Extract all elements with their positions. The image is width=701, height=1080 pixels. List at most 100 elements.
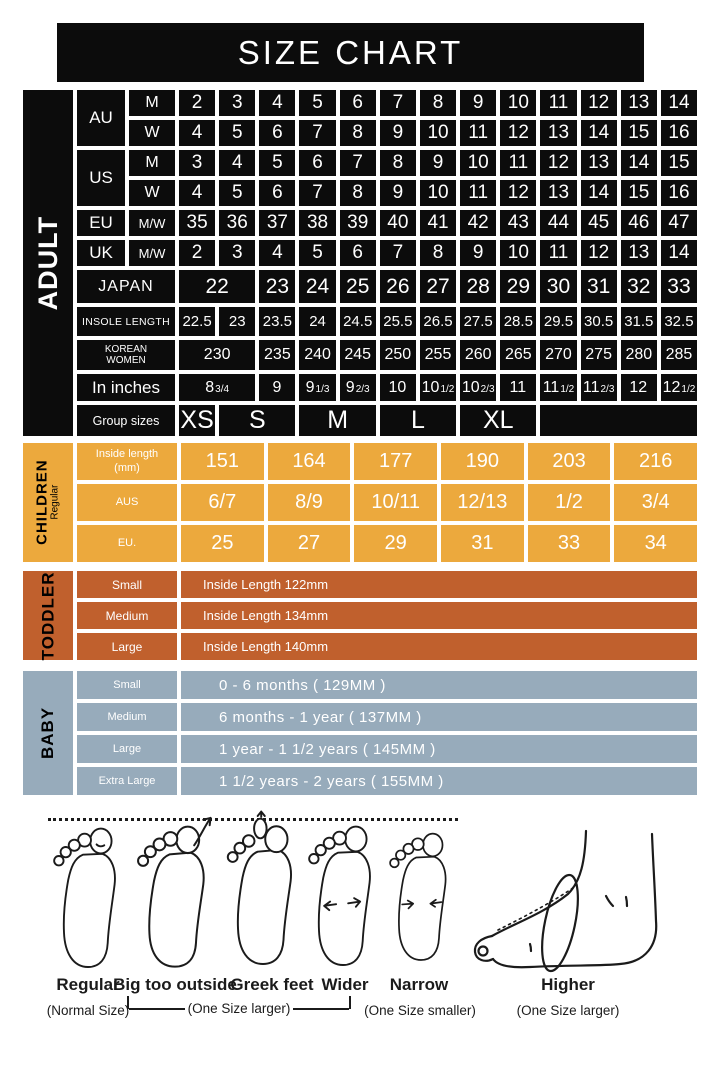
size-cell: 25 — [339, 270, 376, 303]
size-cell: 15 — [620, 120, 657, 146]
row-sublabel-uk: M/W — [129, 240, 175, 266]
size-cell: 28 — [460, 270, 497, 303]
size-cell: 26.5 — [419, 307, 457, 336]
inch-fraction: 2/3 — [355, 384, 370, 395]
foot-greek-feet-figure — [222, 809, 304, 971]
size-cell: 4 — [179, 120, 216, 146]
size-cell: 28.5 — [500, 307, 537, 336]
size-cell: 41 — [419, 210, 457, 236]
foot-label-big-toe-outside: Big too outside — [113, 975, 237, 994]
size-value: 1 1/2 years - 2 years ( 155MM ) — [181, 767, 697, 795]
size-cell: 12 1/2 — [660, 374, 698, 401]
size-name: Medium — [77, 602, 177, 629]
bracket-line-left — [129, 1007, 185, 1010]
size-cell: 8/9 — [267, 484, 351, 521]
insole-sizes: 22.5 23 23.5 24 24.5 25.5 26.5 27.5 28.5 29.5 30.5… — [179, 307, 698, 336]
size-cell: 4 — [259, 240, 296, 266]
size-cell: 40 — [379, 210, 416, 236]
size-cell: 6 — [259, 120, 296, 146]
size-cell: 6/7 — [181, 484, 264, 521]
size-cell: 11 — [500, 150, 537, 176]
size-cell: 7 — [339, 150, 376, 176]
baby-section-label: BABY — [23, 671, 73, 795]
insole-length-row: INSOLE LENGTH 22.5 23 23.5 24 24.5 25.5 26.5 27… — [77, 307, 698, 336]
inch-fraction: 1/2 — [560, 384, 575, 395]
foot-label-higher: Higher — [541, 975, 595, 994]
row-label-au: AU — [77, 90, 125, 146]
size-cell: 37 — [259, 210, 296, 236]
row-label: EU. — [77, 525, 177, 562]
eu-row: EU M/W 35 36 37 38 39 40 41 42 43 44 45 46 47 — [77, 210, 698, 236]
foot-wider-figure — [303, 821, 383, 971]
size-cell: 2 — [179, 90, 216, 116]
size-cell: 3 — [179, 150, 216, 176]
children-length-values: 151 164 177 190 203 216 — [181, 443, 698, 480]
size-cell: 13 — [620, 90, 657, 116]
bracket-tick-left — [127, 996, 129, 1009]
size-cell: 240 — [299, 340, 336, 370]
size-cell: 13 — [620, 240, 657, 266]
size-cell: 5 — [299, 90, 336, 116]
toddler-row: Large Inside Length 140mm — [77, 633, 697, 660]
inch-whole: 10 — [421, 378, 440, 396]
us-row-group: US M 3 4 5 6 7 8 9 10 11 12 13 14 15 W 4 5 6 7 8 9 10 11 12 1… — [77, 150, 698, 206]
size-cell: 23 — [219, 307, 256, 336]
size-cell: 9 — [419, 150, 457, 176]
baby-size-table: BABY Small 0 - 6 months ( 129MM ) Medium… — [23, 671, 697, 795]
size-cell: 10 — [379, 374, 416, 401]
size-cell: 34 — [614, 525, 698, 562]
size-cell: 12 — [580, 240, 617, 266]
size-cell: 11 — [540, 90, 577, 116]
size-cell: 32.5 — [660, 307, 698, 336]
size-cell: 16 — [660, 120, 698, 146]
foot-label-narrow: Narrow — [389, 975, 449, 994]
children-section-label: CHILDREN Regular — [23, 443, 73, 562]
size-cell: 265 — [500, 340, 537, 370]
size-cell: 5 — [219, 180, 256, 206]
size-cell: 9 1/3 — [299, 374, 336, 401]
size-cell: 33 — [527, 525, 611, 562]
size-cell: 8 3/4 — [179, 374, 256, 401]
size-name: Small — [77, 571, 177, 598]
size-cell: 12 — [620, 374, 657, 401]
row-label-korean-women: KOREAN WOMEN — [77, 340, 175, 370]
size-cell: 38 — [299, 210, 336, 236]
size-cell: 47 — [660, 210, 698, 236]
size-cell: 14 — [580, 180, 617, 206]
inch-whole: 9 — [272, 378, 282, 396]
size-cell: 12 — [500, 180, 537, 206]
japan-row: JAPAN 22 23 24 25 26 27 28 29 30 31 32 33 — [77, 270, 698, 303]
size-cell: 164 — [267, 443, 351, 480]
size-cell: 7 — [379, 240, 416, 266]
size-cell: 26 — [379, 270, 416, 303]
us-w-sizes: 4 5 6 7 8 9 10 11 12 13 14 15 16 — [179, 180, 698, 206]
children-size-table: CHILDREN Regular Inside length (mm) 151 1… — [23, 443, 698, 562]
size-cell: 43 — [500, 210, 537, 236]
size-cell: 10 1/2 — [419, 374, 457, 401]
group-size-cell: M — [299, 405, 376, 436]
foot-note-higher-one-size-larger: (One Size larger) — [516, 1003, 620, 1018]
inch-fraction: 1/2 — [440, 384, 455, 395]
group-sizes-row: Group sizes XS S M L XL — [77, 405, 698, 436]
baby-rows: Small 0 - 6 months ( 129MM ) Medium 6 mo… — [77, 671, 697, 795]
group-size-cell: XS — [179, 405, 216, 436]
foot-note-one-size-smaller: (One Size smaller) — [364, 1003, 476, 1018]
group-size-cell: XL — [460, 405, 537, 436]
size-cell: 285 — [660, 340, 698, 370]
size-cell: 10 — [419, 120, 457, 146]
size-cell: 14 — [660, 240, 698, 266]
size-name: Large — [77, 735, 177, 763]
foot-big-toe-outside-figure — [133, 807, 217, 973]
row-label-us: US — [77, 150, 125, 206]
size-cell: 9 2/3 — [339, 374, 376, 401]
size-cell: 11 — [540, 240, 577, 266]
inch-whole: 11 — [582, 378, 600, 396]
size-cell: 8 — [419, 90, 457, 116]
size-cell: 9 — [460, 90, 497, 116]
size-cell: 11 2/3 — [580, 374, 617, 401]
children-aus-row: AUS 6/7 8/9 10/11 12/13 1/2 3/4 — [77, 484, 698, 521]
size-cell: 31 — [441, 525, 524, 562]
bracket-tick-right — [349, 996, 352, 1009]
group-sizes: XS S M L XL — [179, 405, 698, 436]
size-cell: 255 — [419, 340, 457, 370]
